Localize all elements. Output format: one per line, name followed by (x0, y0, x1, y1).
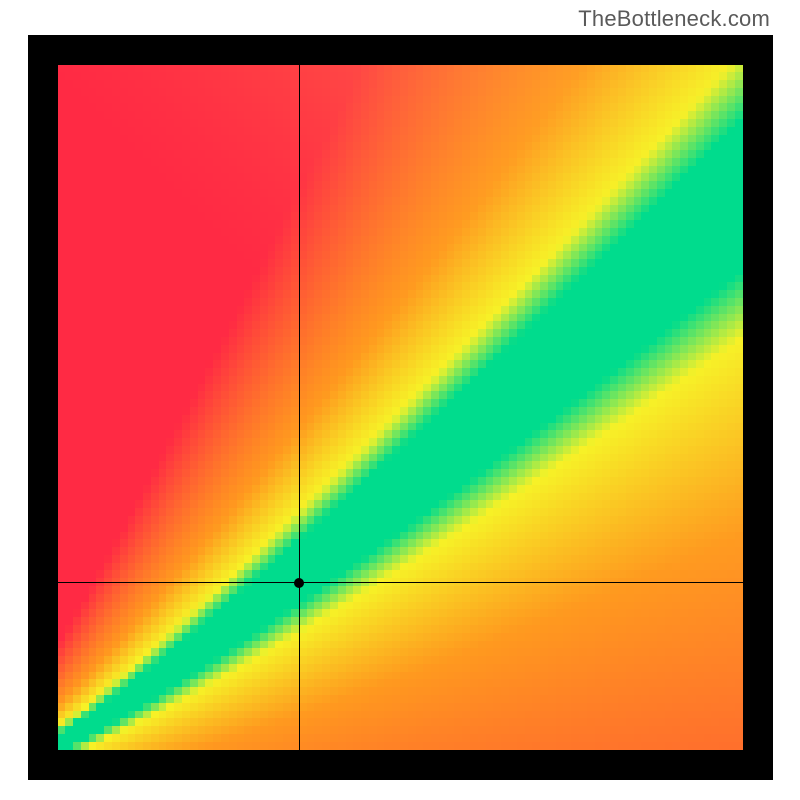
crosshair-marker-dot (294, 578, 304, 588)
watermark-text: TheBottleneck.com (578, 6, 770, 32)
plot-frame (28, 35, 773, 780)
bottleneck-heatmap (58, 65, 743, 750)
crosshair-vertical (299, 65, 300, 750)
chart-container: TheBottleneck.com (0, 0, 800, 800)
crosshair-horizontal (58, 582, 743, 583)
